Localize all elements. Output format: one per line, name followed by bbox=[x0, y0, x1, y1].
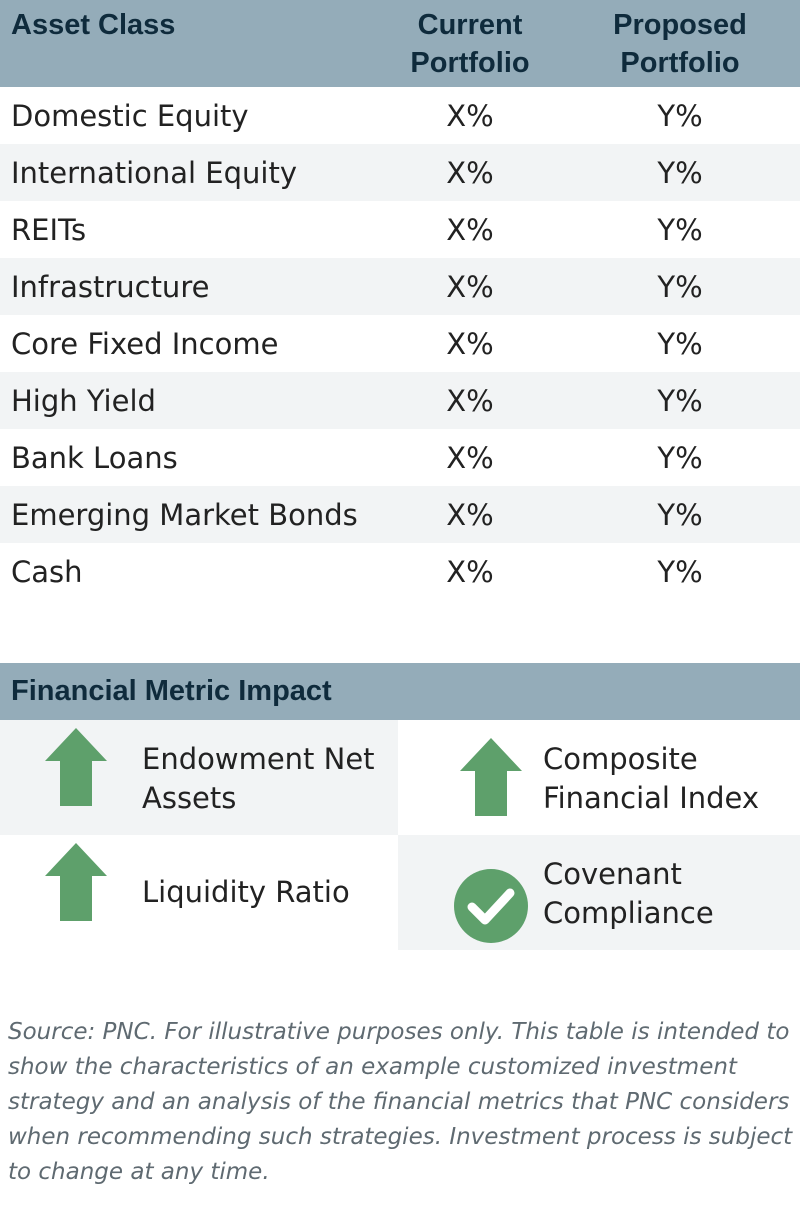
asset-name: REITs bbox=[11, 212, 87, 247]
arrow-up-icon bbox=[45, 843, 107, 921]
table-row: Domestic Equity X% Y% bbox=[0, 87, 800, 144]
impact-label: Liquidity Ratio bbox=[142, 873, 350, 912]
impact-title: Financial Metric Impact bbox=[0, 663, 800, 720]
current-value: X% bbox=[446, 155, 494, 190]
asset-name: Cash bbox=[11, 554, 83, 589]
impact-label-line1: Endowment Net bbox=[142, 742, 375, 776]
impact-label-line1: Composite bbox=[543, 742, 698, 776]
current-value: X% bbox=[446, 269, 494, 304]
table-row: Emerging Market Bonds X% Y% bbox=[0, 486, 800, 543]
impact-label-line2: Compliance bbox=[543, 896, 714, 930]
impact-label-line2: Financial Index bbox=[543, 781, 760, 815]
arrow-up-icon bbox=[460, 738, 522, 816]
impact-label: Composite Financial Index bbox=[543, 740, 759, 818]
asset-name: International Equity bbox=[11, 155, 298, 190]
impact-item-endowment-net-assets: Endowment Net Assets bbox=[0, 720, 398, 835]
table-header: Asset Class Current Portfolio Proposed P… bbox=[0, 0, 800, 87]
proposed-value: Y% bbox=[657, 440, 703, 475]
asset-name: Core Fixed Income bbox=[11, 326, 279, 361]
table-row: High Yield X% Y% bbox=[0, 372, 800, 429]
header-current-portfolio: Current Portfolio bbox=[380, 0, 560, 87]
proposed-value: Y% bbox=[657, 212, 703, 247]
arrow-up-icon bbox=[45, 728, 107, 806]
proposed-value: Y% bbox=[657, 554, 703, 589]
impact-grid: Endowment Net Assets Composite Financial… bbox=[0, 720, 800, 950]
header-current-line2: Portfolio bbox=[410, 47, 530, 79]
header-asset-class: Asset Class bbox=[11, 9, 176, 41]
impact-item-covenant-compliance: Covenant Compliance bbox=[398, 835, 800, 950]
impact-label-line2: Assets bbox=[142, 781, 237, 815]
header-proposed-portfolio: Proposed Portfolio bbox=[560, 0, 800, 87]
check-circle-icon bbox=[454, 869, 528, 943]
impact-label: Endowment Net Assets bbox=[142, 740, 375, 818]
asset-name: Bank Loans bbox=[11, 440, 178, 475]
allocation-table: Asset Class Current Portfolio Proposed P… bbox=[0, 0, 800, 600]
current-value: X% bbox=[446, 212, 494, 247]
asset-name: High Yield bbox=[11, 383, 156, 418]
impact-item-liquidity-ratio: Liquidity Ratio bbox=[0, 835, 398, 950]
current-value: X% bbox=[446, 440, 494, 475]
proposed-value: Y% bbox=[657, 497, 703, 532]
source-note: Source: PNC. For illustrative purposes o… bbox=[8, 1019, 793, 1185]
financial-metric-impact: Financial Metric Impact Endowment Net As… bbox=[0, 663, 800, 950]
impact-label: Covenant Compliance bbox=[543, 855, 714, 933]
header-proposed-line1: Proposed bbox=[613, 9, 747, 41]
table-row: Infrastructure X% Y% bbox=[0, 258, 800, 315]
impact-item-composite-financial-index: Composite Financial Index bbox=[398, 720, 800, 835]
current-value: X% bbox=[446, 326, 494, 361]
impact-label-line1: Covenant bbox=[543, 857, 682, 891]
table-row: Core Fixed Income X% Y% bbox=[0, 315, 800, 372]
asset-name: Infrastructure bbox=[11, 269, 210, 304]
current-value: X% bbox=[446, 98, 494, 133]
proposed-value: Y% bbox=[657, 98, 703, 133]
current-value: X% bbox=[446, 497, 494, 532]
current-value: X% bbox=[446, 383, 494, 418]
header-proposed-line2: Portfolio bbox=[620, 47, 740, 79]
proposed-value: Y% bbox=[657, 269, 703, 304]
table-row: REITs X% Y% bbox=[0, 201, 800, 258]
table-row: Bank Loans X% Y% bbox=[0, 429, 800, 486]
proposed-value: Y% bbox=[657, 326, 703, 361]
proposed-value: Y% bbox=[657, 155, 703, 190]
asset-name: Domestic Equity bbox=[11, 98, 249, 133]
table-row: International Equity X% Y% bbox=[0, 144, 800, 201]
asset-name: Emerging Market Bonds bbox=[11, 497, 358, 532]
current-value: X% bbox=[446, 554, 494, 589]
header-current-line1: Current bbox=[417, 9, 523, 41]
impact-label-line1: Liquidity Ratio bbox=[142, 875, 350, 909]
proposed-value: Y% bbox=[657, 383, 703, 418]
table-row: Cash X% Y% bbox=[0, 543, 800, 600]
